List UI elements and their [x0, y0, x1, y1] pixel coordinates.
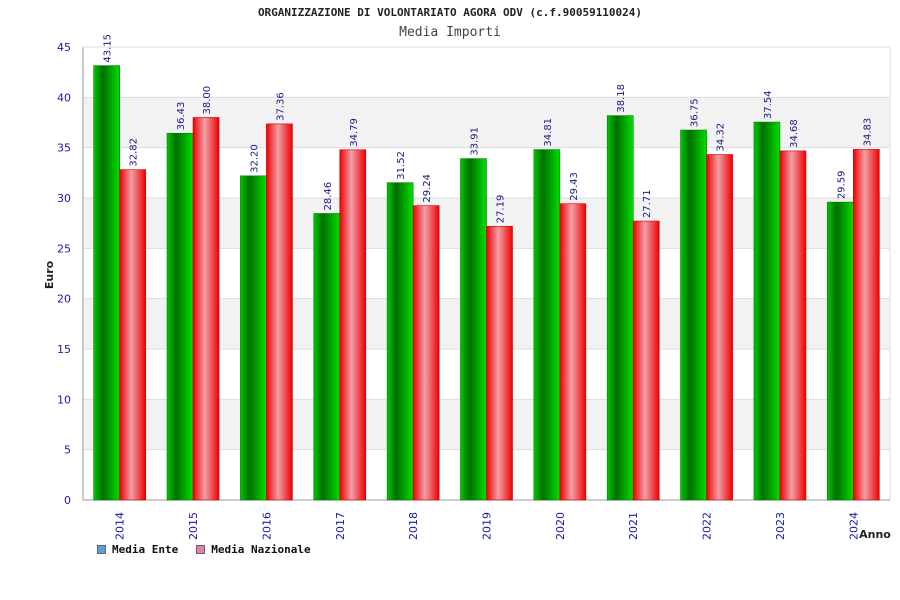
bar-media-ente-2016 [240, 175, 267, 501]
x-tick-label: 2022 [701, 512, 714, 540]
value-label: 29.43 [569, 172, 580, 201]
legend-swatch-media-nazionale [196, 545, 206, 554]
legend-item-media-ente: Media Ente [97, 543, 178, 556]
bar-media-nazionale-2015 [192, 117, 220, 501]
value-label: 37.54 [763, 90, 774, 119]
value-label: 29.24 [422, 174, 433, 203]
value-label: 31.52 [396, 151, 407, 180]
x-tick-label: 2014 [114, 512, 127, 540]
bar-media-ente-2014 [93, 65, 120, 501]
bar-media-ente-2017 [313, 213, 341, 501]
bar-media-nazionale-2023 [779, 150, 807, 501]
legend-item-media-nazionale: Media Nazionale [196, 543, 311, 556]
value-label: 28.46 [323, 182, 334, 211]
legend: Media Ente Media Nazionale [97, 543, 311, 556]
x-tick-label: 2021 [627, 512, 640, 540]
bar-media-nazionale-2016 [266, 123, 293, 501]
x-tick-label: 2016 [260, 512, 273, 540]
bar-media-nazionale-2021 [632, 220, 660, 501]
value-label: 37.36 [275, 92, 286, 121]
x-axis-label: Anno [859, 528, 891, 541]
x-tick-label: 2024 [847, 512, 860, 540]
x-tick-label: 2018 [407, 512, 420, 540]
plot-band [83, 47, 890, 98]
y-tick-label: 0 [64, 494, 71, 507]
bar-media-ente-2021 [606, 115, 634, 501]
legend-label-media-ente: Media Ente [112, 543, 179, 556]
value-label: 34.83 [862, 118, 873, 147]
bar-media-ente-2022 [680, 129, 707, 501]
bar-media-nazionale-2022 [706, 154, 733, 501]
bar-media-nazionale-2019 [486, 225, 513, 501]
value-label: 33.91 [470, 127, 481, 156]
bar-media-ente-2015 [166, 132, 194, 501]
value-label: 38.18 [616, 84, 627, 113]
value-label: 34.32 [716, 123, 727, 152]
bar-media-nazionale-2020 [559, 203, 587, 501]
y-tick-label: 5 [64, 444, 71, 457]
y-tick-label: 35 [57, 142, 71, 155]
bar-media-ente-2020 [533, 149, 561, 501]
value-label: 36.75 [690, 98, 701, 127]
x-tick-label: 2023 [774, 512, 787, 540]
bar-media-nazionale-2018 [412, 205, 440, 501]
value-labels: 43.15 32.82 36.43 38.00 32.20 37.36 28.46 34.79… [103, 34, 874, 223]
value-label: 34.81 [543, 118, 554, 147]
bar-media-ente-2024 [827, 201, 854, 501]
value-label: 43.15 [103, 34, 114, 63]
bar-media-nazionale-2017 [339, 149, 367, 501]
value-label: 34.79 [349, 118, 360, 147]
value-label: 32.82 [129, 138, 140, 167]
y-tick-label: 20 [57, 293, 71, 306]
chart-subtitle: Media Importi [399, 25, 501, 40]
value-label: 27.19 [496, 195, 507, 224]
bars [93, 65, 880, 501]
y-tick-label: 45 [57, 41, 71, 54]
x-tick-labels: 2014 2015 2016 2017 2018 2019 2020 2021 2022 2023… [114, 512, 861, 540]
y-tick-label: 40 [57, 91, 71, 104]
chart-title: ORGANIZZAZIONE DI VOLONTARIATO AGORA ODV… [257, 6, 643, 19]
bar-media-ente-2023 [753, 121, 781, 501]
value-label: 36.43 [176, 102, 187, 131]
x-tick-label: 2020 [554, 512, 567, 540]
bar-media-ente-2019 [460, 158, 487, 501]
y-tick-labels: 0 5 10 15 20 25 30 35 40 45 [57, 41, 71, 507]
value-label: 34.68 [789, 119, 800, 148]
legend-swatch-media-ente [97, 545, 106, 554]
y-tick-label: 30 [57, 192, 71, 205]
y-tick-label: 10 [57, 393, 71, 406]
y-tick-label: 15 [57, 343, 71, 356]
x-tick-label: 2019 [481, 512, 494, 540]
value-label: 32.20 [249, 144, 260, 173]
bar-media-nazionale-2024 [853, 149, 880, 501]
value-label: 38.00 [202, 86, 213, 115]
value-label: 27.71 [642, 189, 653, 218]
value-label: 29.59 [836, 170, 847, 199]
legend-label-media-nazionale: Media Nazionale [211, 543, 311, 556]
y-tick-label: 25 [57, 242, 71, 255]
bar-media-ente-2018 [386, 182, 414, 501]
x-tick-label: 2015 [187, 512, 200, 540]
x-tick-label: 2017 [334, 512, 347, 540]
bar-media-nazionale-2014 [119, 169, 146, 501]
y-axis-label: Euro [43, 260, 56, 289]
